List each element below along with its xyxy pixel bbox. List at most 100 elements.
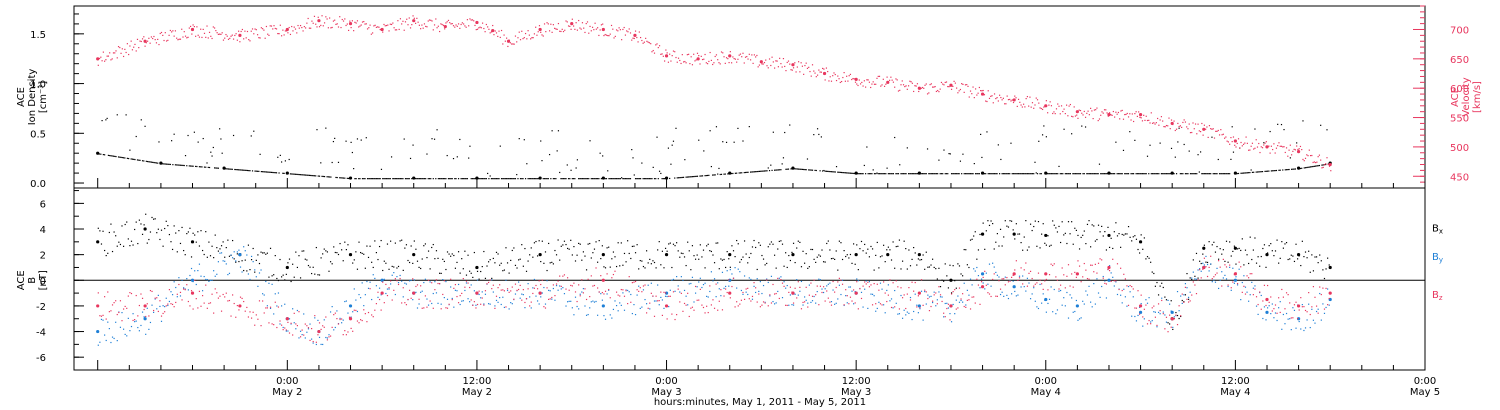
b-sample-by bbox=[957, 295, 959, 297]
b-sample-bx bbox=[834, 258, 836, 261]
b-sample-by bbox=[750, 278, 752, 281]
b-sample-bx bbox=[208, 241, 210, 243]
velocity-sample bbox=[732, 56, 734, 58]
density-sample bbox=[954, 173, 956, 175]
b-sample-by bbox=[911, 318, 913, 321]
b-sample-by bbox=[353, 288, 355, 290]
velocity-sample bbox=[1218, 134, 1221, 136]
b-sample-bz bbox=[540, 283, 542, 286]
b-sample-by bbox=[397, 281, 400, 284]
velocity-sample bbox=[1086, 112, 1088, 114]
velocity-sample bbox=[987, 90, 989, 92]
velocity-sample bbox=[442, 24, 444, 26]
density-sample bbox=[1242, 172, 1245, 174]
velocity-sample bbox=[699, 63, 701, 65]
b-sample-bz bbox=[1243, 285, 1245, 287]
b-sample-by bbox=[830, 301, 833, 303]
density-sample bbox=[499, 145, 501, 147]
b-sample-bx bbox=[936, 278, 938, 280]
b-point-by bbox=[348, 304, 353, 308]
b-sample-bz bbox=[1037, 272, 1040, 274]
b-sample-by bbox=[197, 269, 199, 272]
velocity-sample bbox=[1278, 142, 1280, 144]
velocity-point bbox=[1107, 113, 1111, 117]
density-sample bbox=[889, 173, 891, 175]
b-sample-bz bbox=[1042, 288, 1044, 290]
b-sample-bx bbox=[1180, 315, 1182, 318]
density-sample bbox=[547, 178, 549, 180]
b-sample-bx bbox=[1132, 236, 1134, 238]
b-sample-bx bbox=[694, 258, 697, 260]
b-sample-bz bbox=[631, 282, 633, 284]
density-sample bbox=[355, 178, 357, 180]
density-sample bbox=[766, 170, 768, 172]
b-sample-by bbox=[1146, 302, 1149, 304]
velocity-sample bbox=[942, 83, 944, 85]
velocity-sample bbox=[1114, 116, 1116, 118]
velocity-sample bbox=[437, 25, 439, 27]
velocity-sample bbox=[374, 24, 376, 26]
b-sample-bx bbox=[1037, 221, 1040, 223]
density-sample bbox=[573, 178, 575, 180]
density-sample bbox=[402, 178, 404, 180]
b-sample-bx bbox=[620, 242, 622, 244]
density-sample bbox=[834, 171, 836, 173]
velocity-sample bbox=[656, 43, 658, 45]
velocity-sample bbox=[838, 78, 840, 80]
b-sample-bx bbox=[974, 231, 976, 233]
b-sample-bz bbox=[860, 297, 863, 300]
b-sample-bz bbox=[1085, 269, 1087, 271]
b-sample-by bbox=[903, 309, 905, 311]
b-sample-by bbox=[1056, 309, 1059, 311]
b-sample-bz bbox=[1327, 304, 1329, 306]
b-sample-bx bbox=[598, 239, 600, 242]
density-sample bbox=[935, 173, 937, 175]
b-sample-by bbox=[1238, 268, 1240, 270]
velocity-sample bbox=[332, 20, 335, 22]
density-sample bbox=[360, 139, 362, 141]
b-sample-bz bbox=[314, 315, 316, 317]
velocity-sample bbox=[1210, 128, 1212, 130]
density-sample bbox=[848, 172, 850, 174]
density-sample bbox=[1169, 173, 1171, 175]
b-sample-bz bbox=[303, 334, 305, 336]
density-sample bbox=[1317, 165, 1319, 167]
b-sample-bx bbox=[1251, 258, 1253, 261]
density-sample bbox=[618, 178, 620, 180]
velocity-sample bbox=[808, 66, 810, 68]
density-sample bbox=[883, 173, 886, 175]
velocity-point bbox=[570, 22, 574, 26]
velocity-sample bbox=[1199, 131, 1202, 133]
velocity-sample bbox=[179, 38, 182, 40]
b-sample-bx bbox=[976, 258, 978, 260]
velocity-sample bbox=[446, 21, 448, 23]
b-sample-by bbox=[522, 294, 524, 296]
density-sample bbox=[992, 173, 994, 175]
b-sample-bx bbox=[426, 256, 428, 259]
b-sample-by bbox=[1078, 318, 1081, 320]
density-sample bbox=[451, 178, 453, 180]
b-sample-by bbox=[604, 318, 607, 320]
velocity-sample bbox=[576, 29, 578, 31]
b-sample-by bbox=[1306, 319, 1308, 321]
b-sample-bx bbox=[911, 258, 913, 261]
velocity-sample bbox=[609, 33, 611, 35]
b-sample-by bbox=[611, 317, 613, 319]
b-sample-bz bbox=[279, 320, 281, 322]
b-sample-bz bbox=[274, 301, 276, 303]
b-sample-bx bbox=[522, 265, 524, 267]
density-sample bbox=[416, 178, 418, 180]
density-sample bbox=[719, 173, 721, 176]
density-sample bbox=[574, 178, 576, 180]
b-sample-bz bbox=[773, 293, 776, 295]
b-sample-by bbox=[518, 281, 520, 283]
velocity-sample bbox=[359, 25, 361, 27]
velocity-sample bbox=[463, 23, 465, 25]
velocity-sample bbox=[272, 28, 274, 30]
b-sample-bz bbox=[1232, 281, 1234, 283]
velocity-sample bbox=[1092, 117, 1094, 120]
b-sample-bx bbox=[928, 266, 931, 268]
velocity-sample bbox=[604, 33, 606, 36]
velocity-sample bbox=[727, 58, 729, 60]
density-sample bbox=[1033, 173, 1035, 175]
